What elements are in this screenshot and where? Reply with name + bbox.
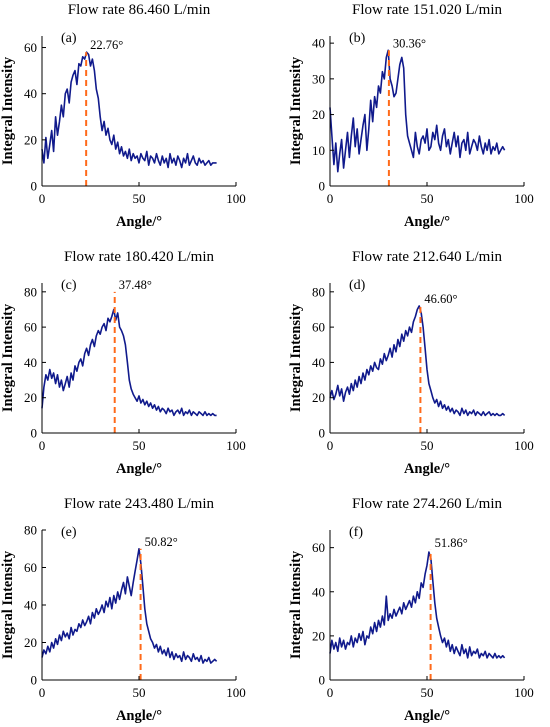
peak-label: 37.48°	[119, 278, 152, 292]
y-tick-label: 0	[319, 179, 326, 194]
x-tick-label: 0	[39, 685, 46, 700]
x-tick-label: 100	[226, 438, 246, 453]
chart-panel-b: Flow rate 151.020 L/min Integral Intensi…	[288, 2, 534, 230]
chart-panel-d: Flow rate 212.640 L/min Integral Intensi…	[288, 249, 534, 477]
panel-label: (f)	[349, 525, 363, 540]
x-axis-label: Angle/°	[404, 214, 450, 230]
panel-label: (a)	[61, 31, 77, 46]
x-tick-label: 0	[327, 685, 334, 700]
y-tick-label: 60	[24, 560, 37, 575]
y-tick-label: 0	[319, 673, 326, 688]
x-tick-label: 50	[133, 191, 146, 206]
plot-area: 37.48° 0 50 100 0 20 40 60 80	[24, 278, 246, 453]
plot-area: 46.60° 0 50 100 0 20 40 60 80	[312, 283, 534, 453]
y-axis-label: Integral Intensity	[288, 56, 304, 165]
y-tick-label: 80	[24, 284, 37, 299]
chart-title: Flow rate 243.480 L/min	[64, 496, 214, 512]
x-tick-label: 50	[421, 438, 434, 453]
y-tick-label: 40	[312, 36, 325, 51]
y-axis-label: Integral Intensity	[0, 303, 16, 412]
y-tick-label: 30	[312, 71, 325, 86]
y-tick-label: 20	[312, 628, 325, 643]
y-axis-label: Integral Intensity	[288, 550, 304, 659]
x-tick-label: 50	[421, 685, 434, 700]
x-axis-label: Angle/°	[116, 214, 162, 230]
x-axis-label: Angle/°	[404, 461, 450, 477]
x-tick-label: 0	[39, 191, 46, 206]
y-tick-label: 60	[312, 320, 325, 335]
y-tick-label: 40	[24, 355, 37, 370]
series-line	[41, 547, 218, 664]
series-line	[329, 49, 506, 173]
x-axis-label: Angle/°	[116, 708, 162, 724]
x-tick-label: 0	[39, 438, 46, 453]
y-tick-label: 20	[24, 390, 37, 405]
y-tick-label: 0	[319, 426, 326, 441]
chart-panel-c: Flow rate 180.420 L/min Integral Intensi…	[0, 249, 246, 477]
y-tick-label: 0	[31, 426, 38, 441]
panel-label: (d)	[349, 278, 366, 293]
y-tick-label: 20	[312, 390, 325, 405]
chart-title: Flow rate 86.460 L/min	[68, 2, 211, 18]
series-line	[41, 308, 217, 417]
y-tick-label: 0	[31, 673, 38, 688]
x-tick-label: 0	[327, 191, 334, 206]
x-tick-label: 50	[133, 438, 146, 453]
plot-area: 51.86° 0 50 100 0 20 40 60	[312, 530, 534, 700]
panel-label: (b)	[349, 31, 366, 46]
peak-label: 30.36°	[393, 36, 426, 50]
y-tick-label: 20	[312, 107, 325, 122]
y-axis-label: Integral Intensity	[0, 550, 16, 659]
x-tick-label: 50	[133, 685, 146, 700]
x-tick-label: 100	[514, 685, 534, 700]
y-tick-label: 60	[24, 40, 37, 55]
plot-area: 22.76° 0 50 100 0 20 40 60	[24, 36, 246, 206]
y-tick-label: 40	[312, 584, 325, 599]
y-tick-label: 40	[312, 355, 325, 370]
peak-label: 46.60°	[424, 292, 457, 306]
peak-label: 51.86°	[435, 536, 468, 550]
x-axis-label: Angle/°	[404, 708, 450, 724]
panel-label: (e)	[61, 525, 77, 540]
x-tick-label: 50	[421, 191, 434, 206]
plot-area: 50.82° 0 50 100 0 20 40 60 80	[24, 523, 246, 701]
series-line	[329, 305, 506, 417]
chart-panel-a: Flow rate 86.460 L/min Integral Intensit…	[0, 2, 246, 230]
peak-label: 22.76°	[90, 38, 123, 52]
y-tick-label: 0	[31, 179, 38, 194]
chart-panel-e: Flow rate 243.480 L/min Integral Intensi…	[0, 496, 246, 724]
panel-label: (c)	[61, 278, 77, 293]
chart-panel-f: Flow rate 274.260 L/min Integral Intensi…	[288, 496, 534, 724]
chart-title: Flow rate 212.640 L/min	[352, 249, 502, 265]
y-tick-label: 10	[312, 143, 325, 158]
y-axis-label: Integral Intensity	[288, 303, 304, 412]
y-tick-label: 60	[312, 540, 325, 555]
chart-title: Flow rate 180.420 L/min	[64, 249, 214, 265]
y-tick-label: 40	[24, 598, 37, 613]
series-line	[329, 551, 506, 659]
y-tick-label: 20	[24, 635, 37, 650]
chart-title: Flow rate 274.260 L/min	[352, 496, 502, 512]
x-tick-label: 0	[327, 438, 334, 453]
x-tick-label: 100	[226, 191, 246, 206]
x-axis-label: Angle/°	[116, 461, 162, 477]
y-axis-label: Integral Intensity	[0, 56, 16, 165]
chart-title: Flow rate 151.020 L/min	[352, 2, 502, 18]
peak-label: 50.82°	[145, 535, 178, 549]
x-tick-label: 100	[514, 438, 534, 453]
x-tick-label: 100	[514, 191, 534, 206]
y-tick-label: 80	[312, 284, 325, 299]
y-tick-label: 20	[24, 132, 37, 147]
plot-area: 30.36° 0 50 100 0 10 20 30 40	[312, 36, 534, 206]
y-tick-label: 80	[24, 523, 37, 538]
series-line	[41, 51, 217, 169]
y-tick-label: 60	[24, 320, 37, 335]
y-tick-label: 40	[24, 86, 37, 101]
x-tick-label: 100	[226, 685, 246, 700]
